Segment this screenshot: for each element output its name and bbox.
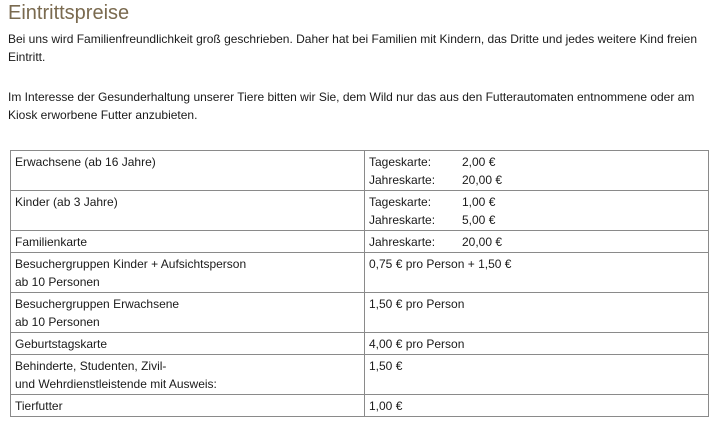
category-label: Behinderte, Studenten, Zivil- xyxy=(15,359,167,373)
category-cell: Tierfutter xyxy=(10,394,365,417)
ticket-type-label: Tageskarte: xyxy=(369,195,432,209)
ticket-type-label: Jahreskarte: xyxy=(369,235,436,249)
price-value: 2,00 € xyxy=(462,155,496,169)
table-row: Besuchergruppen Erwachsene ab 10 Persone… xyxy=(10,292,709,333)
table-row: Familienkarte Jahreskarte: 20,00 € xyxy=(10,230,709,253)
price-value: 1,00 € xyxy=(462,195,496,209)
price-value: 20,00 € xyxy=(462,173,503,187)
table-row: Behinderte, Studenten, Zivil- und Wehrdi… xyxy=(10,354,709,395)
table-row: Kinder (ab 3 Jahre) Tageskarte: 1,00 € Ja… xyxy=(10,190,709,231)
table-row: Tierfutter 1,00 € xyxy=(10,394,709,417)
ticket-type-label: Jahreskarte: xyxy=(369,173,436,187)
price-value: 20,00 € xyxy=(462,235,503,249)
price-cell: 1,00 € xyxy=(364,394,709,417)
category-cell: Besuchergruppen Kinder + Aufsichtsperson… xyxy=(10,252,365,293)
feeding-info-paragraph: Im Interesse der Gesunderhaltung unserer… xyxy=(8,90,695,122)
category-cell: Kinder (ab 3 Jahre) xyxy=(10,190,365,231)
category-label: Besuchergruppen Kinder + Aufsichtsperson xyxy=(15,257,247,271)
price-cell: 0,75 € pro Person + 1,50 € xyxy=(364,252,709,293)
ticket-type-label: Jahreskarte: xyxy=(369,213,436,227)
price-value: 5,00 € xyxy=(462,213,496,227)
category-cell: Geburtstagskarte xyxy=(10,332,365,355)
page-title: Eintrittspreise xyxy=(8,2,130,24)
table-row: Erwachsene (ab 16 Jahre) Tageskarte: 2,00… xyxy=(10,150,709,191)
price-cell: 1,50 € pro Person xyxy=(364,292,709,333)
price-cell: Tageskarte: 1,00 € Jahreskarte: 5,00 € xyxy=(364,190,709,231)
category-sublabel: ab 10 Personen xyxy=(15,275,100,289)
price-cell: 1,50 € xyxy=(364,354,709,395)
price-cell: Tageskarte: 2,00 € Jahreskarte: 20,00 € xyxy=(364,150,709,191)
category-cell: Familienkarte xyxy=(10,230,365,253)
category-cell: Erwachsene (ab 16 Jahre) xyxy=(10,150,365,191)
price-table: Erwachsene (ab 16 Jahre) Tageskarte: 2,00… xyxy=(10,150,709,417)
category-sublabel: ab 10 Personen xyxy=(15,315,100,329)
table-row: Besuchergruppen Kinder + Aufsichtsperson… xyxy=(10,252,709,293)
category-cell: Besuchergruppen Erwachsene ab 10 Persone… xyxy=(10,292,365,333)
table-row: Geburtstagskarte 4,00 € pro Person xyxy=(10,332,709,355)
category-label: Besuchergruppen Erwachsene xyxy=(15,297,180,311)
category-sublabel: und Wehrdienstleistende mit Ausweis: xyxy=(15,377,217,391)
price-cell: Jahreskarte: 20,00 € xyxy=(364,230,709,253)
family-info-paragraph: Bei uns wird Familienfreundlichkeit groß… xyxy=(8,32,698,64)
ticket-type-label: Tageskarte: xyxy=(369,155,432,169)
category-cell: Behinderte, Studenten, Zivil- und Wehrdi… xyxy=(10,354,365,395)
price-cell: 4,00 € pro Person xyxy=(364,332,709,355)
